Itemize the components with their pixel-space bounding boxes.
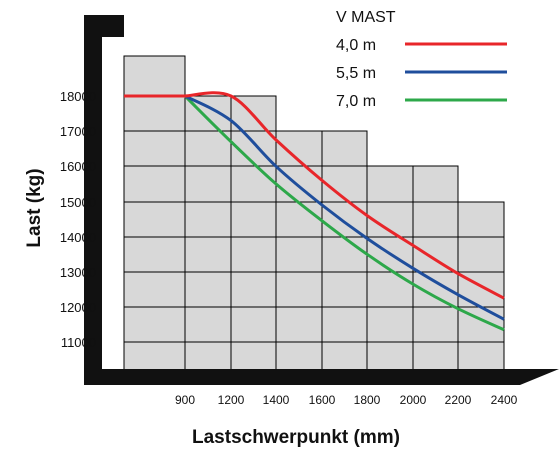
chart-frame: [84, 15, 559, 385]
y-axis-title: Last (kg): [24, 168, 45, 247]
y-tick-labels: 18000 17000 16000 15000 14000 13000 12000 11000: [60, 89, 96, 350]
series-line-4-0-m: [124, 91, 505, 300]
y-tick-label: 14000: [60, 230, 96, 245]
y-tick-label: 13000: [60, 265, 96, 280]
legend-title: V MAST: [336, 9, 396, 26]
legend: V MAST 4,0 m 5,5 m 7,0 m: [336, 9, 507, 110]
grid-column: [184, 95, 232, 371]
x-axis-bar: [102, 369, 559, 385]
x-tick-label: 1600: [309, 393, 336, 407]
grid-column: [123, 55, 186, 371]
legend-label: 5,5 m: [336, 65, 376, 82]
y-tick-label: 12000: [60, 300, 96, 315]
x-tick-label: 1400: [263, 393, 290, 407]
x-axis-title: Lastschwerpunkt (mm): [192, 427, 400, 448]
legend-label: 4,0 m: [336, 37, 376, 54]
y-tick-label: 15000: [60, 195, 96, 210]
series-line-5-5-m: [124, 94, 505, 321]
x-tick-labels: 900 1200 1400 1600 1800 2000 2200 2400: [175, 393, 518, 407]
x-tick-label: 1800: [354, 393, 381, 407]
x-tick-label: 2200: [445, 393, 472, 407]
x-tick-label: 1200: [218, 393, 245, 407]
grid-column: [230, 95, 277, 371]
series-line-7-0-m: [124, 94, 505, 332]
x-tick-label: 2000: [400, 393, 427, 407]
y-tick-label: 16000: [60, 159, 96, 174]
x-tick-label: 900: [175, 393, 195, 407]
y-axis-bar: [84, 15, 124, 385]
y-tick-label: 11000: [61, 335, 96, 350]
y-tick-label: 17000: [60, 124, 96, 139]
y-tick-label: 18000: [60, 89, 96, 104]
grid-column: [275, 130, 323, 371]
chart-grid: [123, 55, 505, 371]
series-lines: [124, 91, 505, 332]
x-tick-label: 2400: [491, 393, 518, 407]
legend-label: 7,0 m: [336, 93, 376, 110]
